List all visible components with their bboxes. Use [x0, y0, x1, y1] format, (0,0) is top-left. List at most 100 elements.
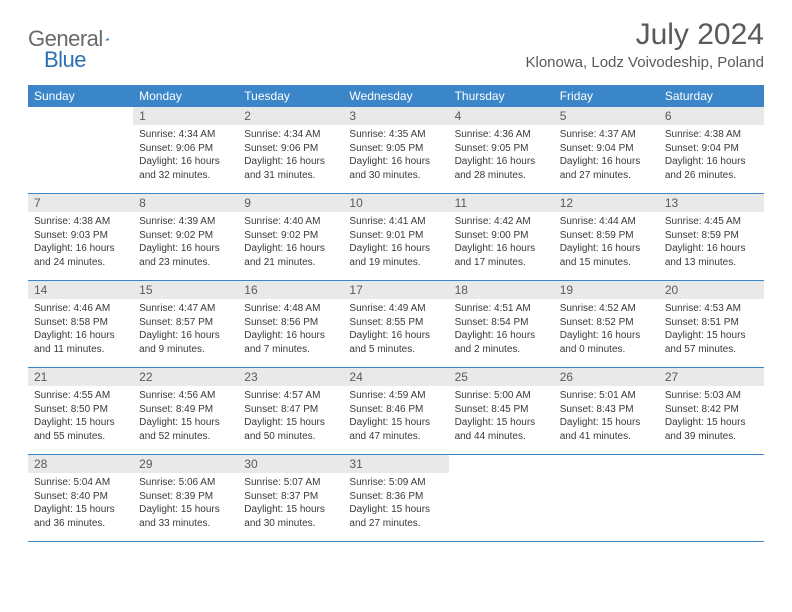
day-info-line: and 44 minutes.: [455, 430, 548, 444]
day-cell: 22Sunrise: 4:56 AMSunset: 8:49 PMDayligh…: [133, 368, 238, 454]
day-info-line: Sunrise: 4:36 AM: [455, 128, 548, 142]
day-content: Sunrise: 5:01 AMSunset: 8:43 PMDaylight:…: [554, 386, 659, 449]
day-info-line: Daylight: 16 hours: [665, 242, 758, 256]
day-number: 12: [554, 194, 659, 212]
day-content: Sunrise: 4:55 AMSunset: 8:50 PMDaylight:…: [28, 386, 133, 449]
day-info-line: and 30 minutes.: [349, 169, 442, 183]
day-info-line: and 31 minutes.: [244, 169, 337, 183]
day-info-line: Daylight: 15 hours: [34, 503, 127, 517]
day-info-line: Sunset: 9:05 PM: [455, 142, 548, 156]
day-info-line: and 50 minutes.: [244, 430, 337, 444]
week-row: 28Sunrise: 5:04 AMSunset: 8:40 PMDayligh…: [28, 455, 764, 542]
day-cell: [449, 455, 554, 541]
day-info-line: Sunrise: 5:01 AM: [560, 389, 653, 403]
day-info-line: Sunset: 8:40 PM: [34, 490, 127, 504]
day-info-line: Sunset: 8:52 PM: [560, 316, 653, 330]
day-info-line: Sunrise: 4:52 AM: [560, 302, 653, 316]
logo-triangle-icon: [105, 30, 109, 48]
day-content: Sunrise: 4:40 AMSunset: 9:02 PMDaylight:…: [238, 212, 343, 275]
day-info-line: Sunrise: 5:09 AM: [349, 476, 442, 490]
day-cell: 16Sunrise: 4:48 AMSunset: 8:56 PMDayligh…: [238, 281, 343, 367]
day-cell: 15Sunrise: 4:47 AMSunset: 8:57 PMDayligh…: [133, 281, 238, 367]
day-cell: 2Sunrise: 4:34 AMSunset: 9:06 PMDaylight…: [238, 107, 343, 193]
day-info-line: Sunrise: 5:06 AM: [139, 476, 232, 490]
day-info-line: Sunrise: 5:03 AM: [665, 389, 758, 403]
day-content: Sunrise: 4:59 AMSunset: 8:46 PMDaylight:…: [343, 386, 448, 449]
day-number: 5: [554, 107, 659, 125]
day-info-line: and 7 minutes.: [244, 343, 337, 357]
day-info-line: Sunset: 9:02 PM: [139, 229, 232, 243]
day-number: 24: [343, 368, 448, 386]
day-number: 1: [133, 107, 238, 125]
day-info-line: Sunset: 9:04 PM: [665, 142, 758, 156]
day-info-line: Sunset: 8:36 PM: [349, 490, 442, 504]
day-cell: 18Sunrise: 4:51 AMSunset: 8:54 PMDayligh…: [449, 281, 554, 367]
day-info-line: and 19 minutes.: [349, 256, 442, 270]
week-row: 7Sunrise: 4:38 AMSunset: 9:03 PMDaylight…: [28, 194, 764, 281]
day-cell: 26Sunrise: 5:01 AMSunset: 8:43 PMDayligh…: [554, 368, 659, 454]
day-info-line: and 21 minutes.: [244, 256, 337, 270]
day-info-line: Sunrise: 4:56 AM: [139, 389, 232, 403]
day-info-line: Daylight: 16 hours: [349, 329, 442, 343]
day-cell: 12Sunrise: 4:44 AMSunset: 8:59 PMDayligh…: [554, 194, 659, 280]
day-number: 11: [449, 194, 554, 212]
day-number: 17: [343, 281, 448, 299]
day-content: Sunrise: 4:57 AMSunset: 8:47 PMDaylight:…: [238, 386, 343, 449]
day-content: Sunrise: 5:07 AMSunset: 8:37 PMDaylight:…: [238, 473, 343, 536]
day-number: 14: [28, 281, 133, 299]
day-info-line: Sunset: 8:59 PM: [560, 229, 653, 243]
day-info-line: Daylight: 15 hours: [34, 416, 127, 430]
day-info-line: Sunrise: 4:34 AM: [139, 128, 232, 142]
day-info-line: and 27 minutes.: [560, 169, 653, 183]
day-info-line: Sunrise: 4:48 AM: [244, 302, 337, 316]
day-number: 13: [659, 194, 764, 212]
day-content: Sunrise: 4:38 AMSunset: 9:04 PMDaylight:…: [659, 125, 764, 188]
day-cell: 9Sunrise: 4:40 AMSunset: 9:02 PMDaylight…: [238, 194, 343, 280]
day-info-line: Daylight: 15 hours: [139, 503, 232, 517]
day-number: 25: [449, 368, 554, 386]
calendar: SundayMondayTuesdayWednesdayThursdayFrid…: [28, 85, 764, 542]
day-info-line: Sunrise: 4:41 AM: [349, 215, 442, 229]
day-info-line: Sunset: 9:03 PM: [34, 229, 127, 243]
day-number: 8: [133, 194, 238, 212]
day-number: 19: [554, 281, 659, 299]
day-info-line: Sunset: 8:56 PM: [244, 316, 337, 330]
weekday-header: Saturday: [659, 85, 764, 107]
day-info-line: Sunrise: 4:53 AM: [665, 302, 758, 316]
day-number: 21: [28, 368, 133, 386]
day-info-line: Sunset: 8:37 PM: [244, 490, 337, 504]
day-info-line: Sunset: 8:59 PM: [665, 229, 758, 243]
day-number: 3: [343, 107, 448, 125]
day-cell: 20Sunrise: 4:53 AMSunset: 8:51 PMDayligh…: [659, 281, 764, 367]
day-info-line: Sunset: 8:49 PM: [139, 403, 232, 417]
day-info-line: Sunset: 8:54 PM: [455, 316, 548, 330]
day-cell: 1Sunrise: 4:34 AMSunset: 9:06 PMDaylight…: [133, 107, 238, 193]
day-info-line: and 0 minutes.: [560, 343, 653, 357]
day-info-line: Sunset: 9:00 PM: [455, 229, 548, 243]
day-cell: 27Sunrise: 5:03 AMSunset: 8:42 PMDayligh…: [659, 368, 764, 454]
day-cell: 3Sunrise: 4:35 AMSunset: 9:05 PMDaylight…: [343, 107, 448, 193]
day-info-line: Daylight: 15 hours: [665, 416, 758, 430]
day-number: 27: [659, 368, 764, 386]
day-info-line: Daylight: 16 hours: [665, 155, 758, 169]
day-content: Sunrise: 5:09 AMSunset: 8:36 PMDaylight:…: [343, 473, 448, 536]
day-number: 28: [28, 455, 133, 473]
day-info-line: Daylight: 16 hours: [560, 242, 653, 256]
day-info-line: Sunrise: 4:57 AM: [244, 389, 337, 403]
day-content: Sunrise: 4:48 AMSunset: 8:56 PMDaylight:…: [238, 299, 343, 362]
day-info-line: Daylight: 15 hours: [244, 503, 337, 517]
day-info-line: Sunset: 9:04 PM: [560, 142, 653, 156]
day-content: Sunrise: 4:38 AMSunset: 9:03 PMDaylight:…: [28, 212, 133, 275]
day-info-line: Daylight: 15 hours: [244, 416, 337, 430]
day-cell: 4Sunrise: 4:36 AMSunset: 9:05 PMDaylight…: [449, 107, 554, 193]
day-info-line: Sunset: 8:39 PM: [139, 490, 232, 504]
day-content: Sunrise: 4:45 AMSunset: 8:59 PMDaylight:…: [659, 212, 764, 275]
day-content: Sunrise: 4:49 AMSunset: 8:55 PMDaylight:…: [343, 299, 448, 362]
day-cell: 7Sunrise: 4:38 AMSunset: 9:03 PMDaylight…: [28, 194, 133, 280]
day-info-line: Sunset: 8:47 PM: [244, 403, 337, 417]
day-info-line: and 32 minutes.: [139, 169, 232, 183]
day-cell: 29Sunrise: 5:06 AMSunset: 8:39 PMDayligh…: [133, 455, 238, 541]
day-content: Sunrise: 5:04 AMSunset: 8:40 PMDaylight:…: [28, 473, 133, 536]
day-cell: 10Sunrise: 4:41 AMSunset: 9:01 PMDayligh…: [343, 194, 448, 280]
day-info-line: and 17 minutes.: [455, 256, 548, 270]
